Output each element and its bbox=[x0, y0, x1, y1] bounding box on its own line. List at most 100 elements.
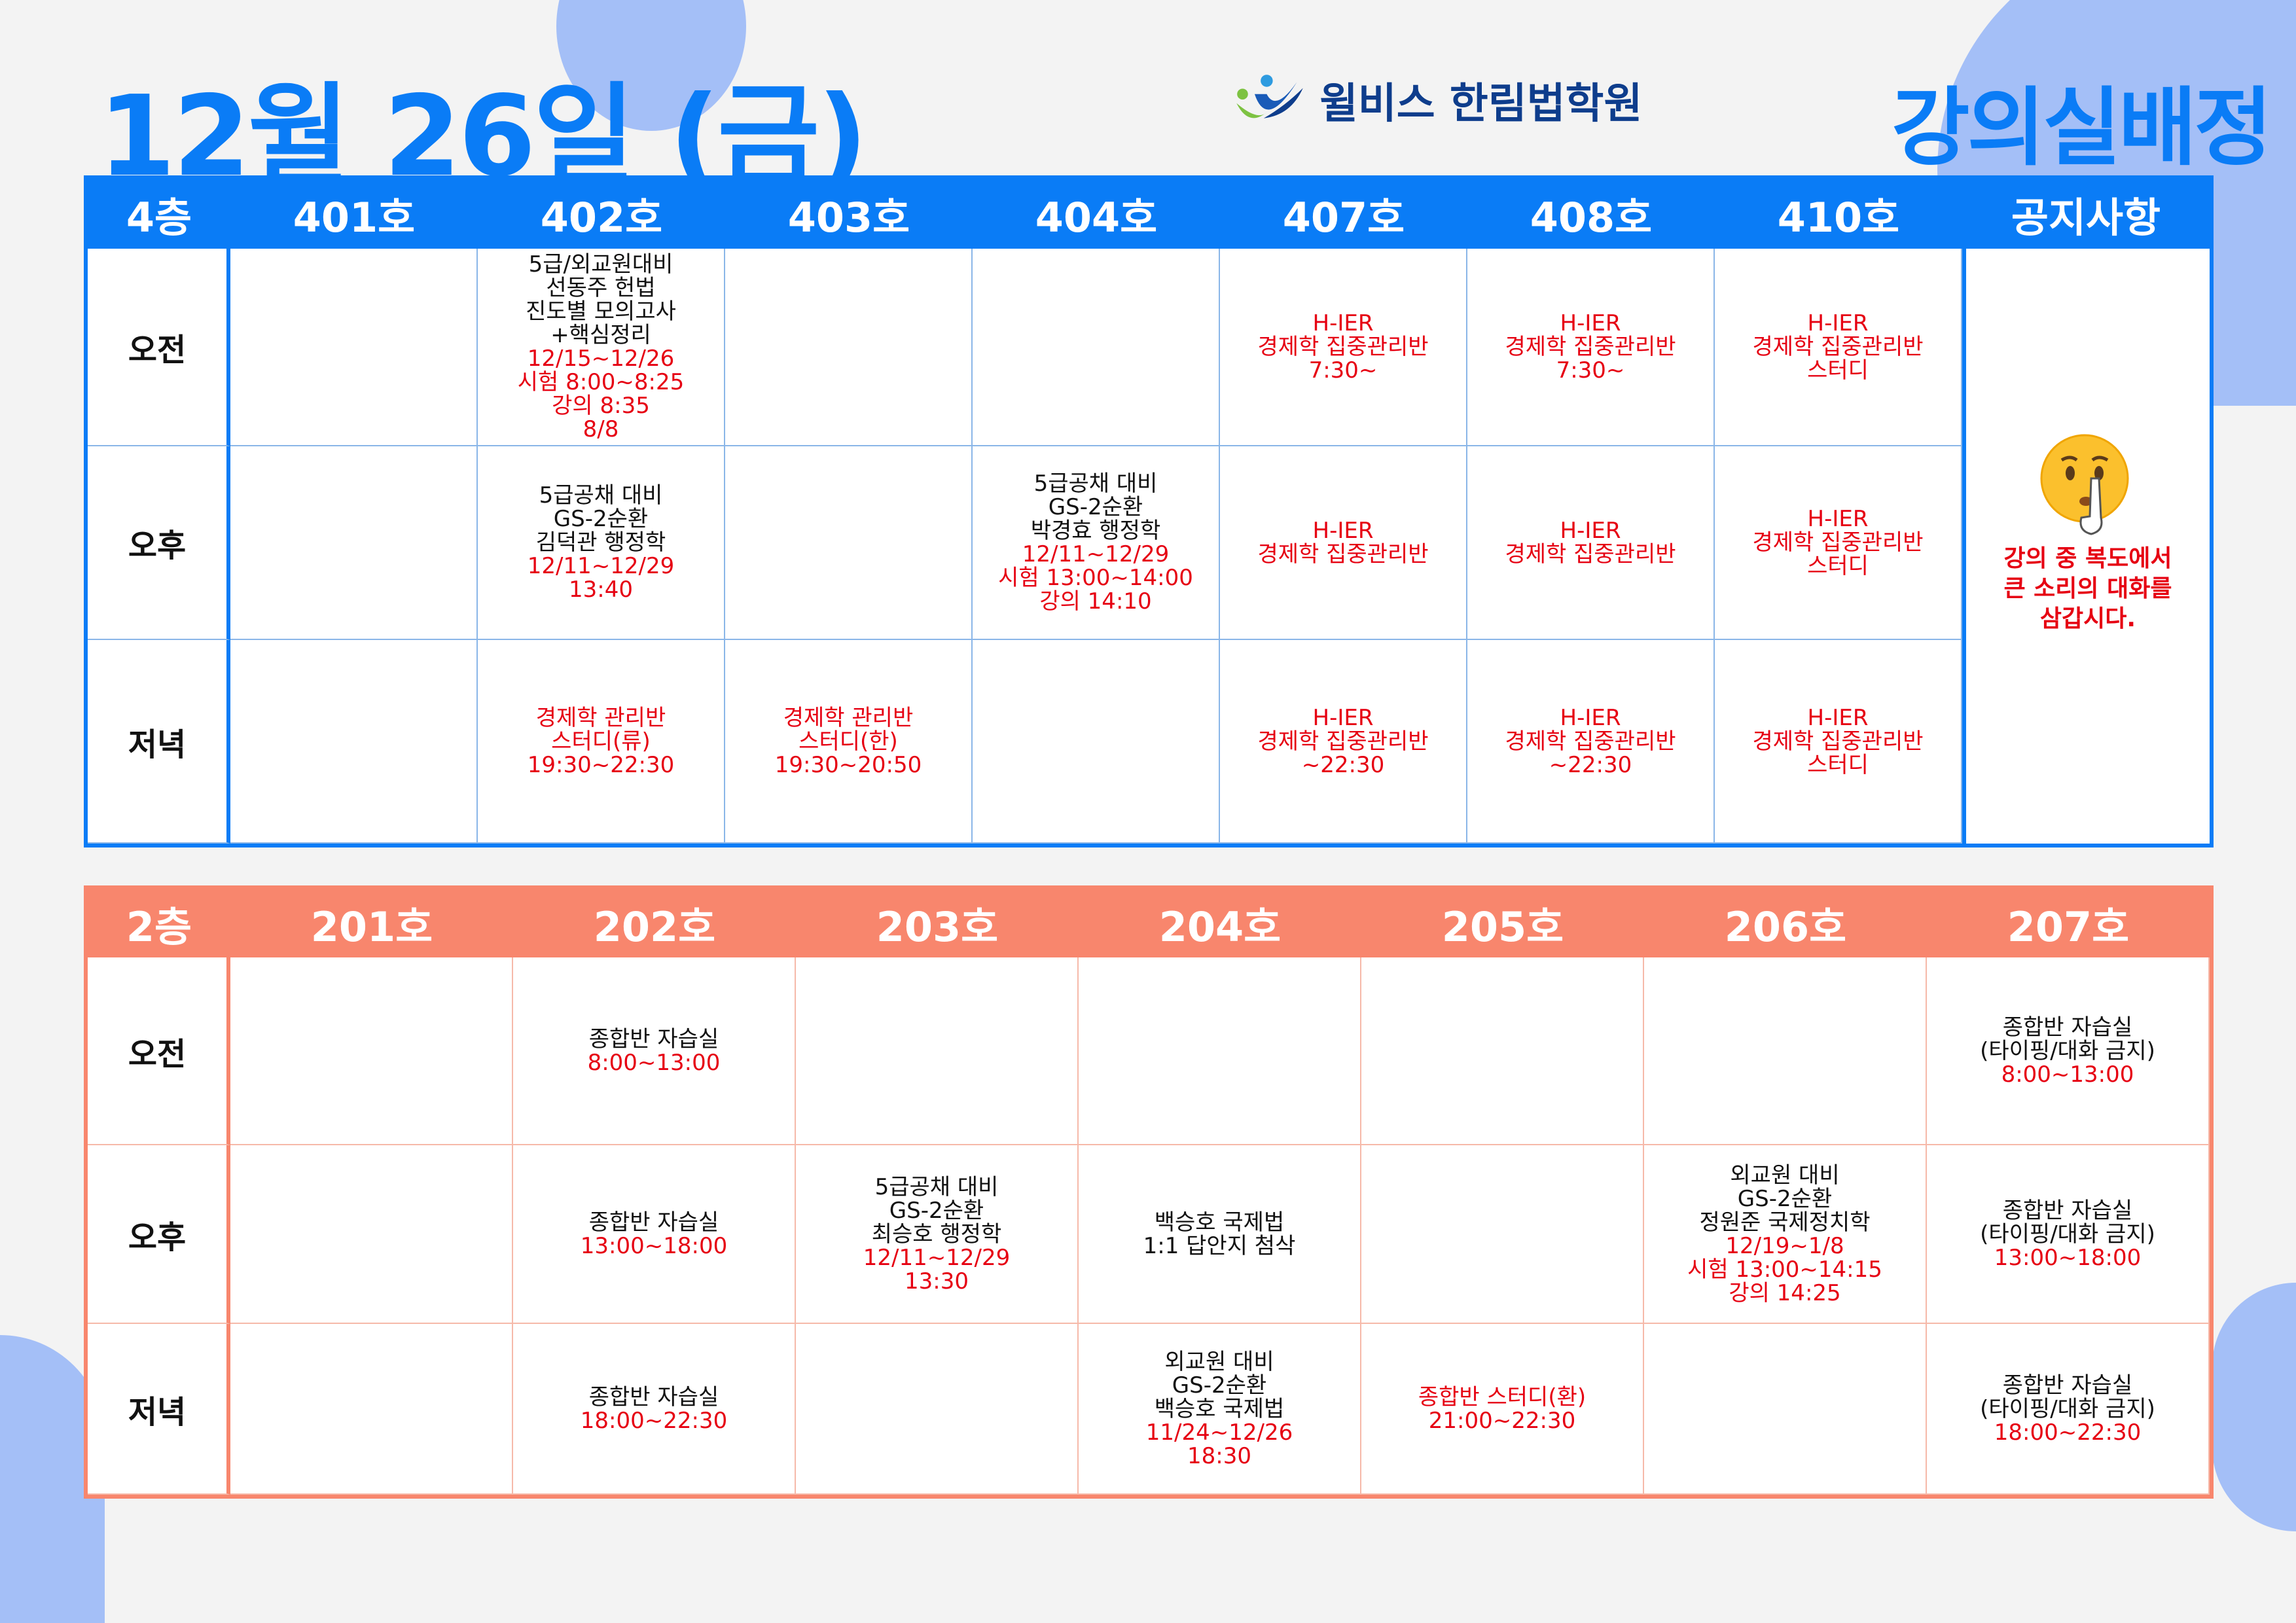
schedule-cell: 경제학 관리반 스터디(류) 19:30~22:30 bbox=[478, 640, 725, 844]
cell-line: 스터디 bbox=[1807, 357, 1869, 383]
cell-line: 최승호 행정학 bbox=[871, 1221, 1002, 1247]
cell-line: 12/15~12/26 bbox=[527, 346, 675, 372]
schedule-cell bbox=[1361, 957, 1644, 1145]
cell-line: 종합반 자습실 bbox=[2002, 1014, 2133, 1041]
schedule-cell: H-IER 경제학 집중관리반 bbox=[1220, 446, 1467, 640]
cell-line: 12/11~12/29 bbox=[527, 553, 675, 579]
room-header: 207호 bbox=[1927, 889, 2210, 957]
cell-line: 경제학 집중관리반 bbox=[1752, 334, 1924, 360]
schedule-cell: 5급/외교원대비 선동주 헌법 진도별 모의고사+핵심정리 12/15~12/26 시험… bbox=[478, 249, 725, 446]
cell-line: H-IER bbox=[1312, 518, 1374, 544]
cell-line: GS-2순환 bbox=[1172, 1372, 1267, 1399]
cell-line: H-IER bbox=[1807, 506, 1869, 532]
schedule-cell: H-IER 경제학 집중관리반 bbox=[1467, 446, 1715, 640]
cell-line: (타이핑/대화 금지) bbox=[1980, 1395, 2155, 1422]
room-header: 404호 bbox=[973, 179, 1220, 249]
cell-line: 스터디(한) bbox=[798, 728, 898, 755]
period-label: 오전 bbox=[88, 249, 230, 446]
period-label: 저녁 bbox=[88, 640, 230, 844]
notice-line: 삼갑시다. bbox=[2039, 605, 2136, 632]
schedule-cell: H-IER 경제학 집중관리반 7:30~ bbox=[1220, 249, 1467, 446]
schedule-cell: H-IER 경제학 집중관리반 7:30~ bbox=[1467, 249, 1715, 446]
floor-4-table: 4층 401호 402호 403호 404호 407호 408호 410호 공지사항 오전 5급/외… bbox=[84, 175, 2214, 847]
schedule-cell: 종합반 자습실 13:00~18:00 bbox=[513, 1145, 796, 1324]
cell-line: 19:30~22:30 bbox=[527, 751, 675, 778]
cell-line: 13:40 bbox=[569, 577, 633, 603]
cell-line: 선동주 헌법 bbox=[546, 275, 656, 301]
room-header: 401호 bbox=[230, 179, 478, 249]
cell-line: 경제학 집중관리반 bbox=[1505, 334, 1676, 360]
schedule-cell bbox=[725, 446, 973, 640]
room-header: 204호 bbox=[1079, 889, 1361, 957]
schedule-cell: 외교원 대비 GS-2순환 정원준 국제정치학 12/19~1/8 시험 13:00~1… bbox=[1644, 1145, 1927, 1324]
schedule-cell bbox=[973, 640, 1220, 844]
cell-line: GS-2순환 bbox=[1048, 494, 1143, 520]
schedule-cell: H-IER 경제학 집중관리반 스터디 bbox=[1715, 249, 1962, 446]
cell-line: ~22:30 bbox=[1301, 751, 1385, 778]
cell-line: H-IER bbox=[1807, 310, 1869, 336]
cell-line: 1:1 답안지 첨삭 bbox=[1143, 1232, 1296, 1259]
cell-line: 5급공채 대비 bbox=[539, 482, 663, 508]
notice-line: 큰 소리의 대화를 bbox=[2003, 575, 2172, 602]
cell-line: H-IER bbox=[1807, 704, 1869, 731]
cell-line: 스터디 bbox=[1807, 553, 1869, 579]
cell-line: 18:30 bbox=[1187, 1442, 1251, 1469]
cell-line: 김덕관 행정학 bbox=[535, 529, 666, 556]
schedule-cell bbox=[796, 957, 1079, 1145]
schedule-cell: 종합반 자습실 (타이핑/대화 금지) 18:00~22:30 bbox=[1927, 1324, 2210, 1495]
schedule-cell bbox=[1361, 1145, 1644, 1324]
cell-line: H-IER bbox=[1560, 518, 1621, 544]
schedule-cell: 종합반 스터디(환) 21:00~22:30 bbox=[1361, 1324, 1644, 1495]
cell-line: ~22:30 bbox=[1549, 751, 1632, 778]
cell-line: 정원준 국제정치학 bbox=[1699, 1209, 1871, 1236]
schedule-cell: H-IER 경제학 집중관리반 스터디 bbox=[1715, 640, 1962, 844]
notice-line: 강의 중 복도에서 bbox=[2003, 544, 2172, 572]
cell-line: 시험 13:00~14:00 bbox=[998, 565, 1193, 591]
cell-line: GS-2순환 bbox=[889, 1197, 984, 1224]
room-header: 202호 bbox=[513, 889, 796, 957]
cell-line: 5급공채 대비 bbox=[874, 1173, 999, 1200]
cell-line: 경제학 집중관리반 bbox=[1752, 728, 1924, 755]
schedule-cell: 종합반 자습실 8:00~13:00 bbox=[513, 957, 796, 1145]
period-label: 오후 bbox=[88, 1145, 230, 1324]
cell-line: 종합반 자습실 bbox=[588, 1383, 719, 1410]
schedule-cell: 5급공채 대비 GS-2순환 최승호 행정학 12/11~12/29 13:30 bbox=[796, 1145, 1079, 1324]
cell-line: 경제학 집중관리반 bbox=[1752, 529, 1924, 556]
cell-line: 13:30 bbox=[905, 1268, 969, 1294]
schedule-cell bbox=[796, 1324, 1079, 1495]
floor-label: 2층 bbox=[88, 889, 230, 957]
cell-line: 종합반 자습실 bbox=[588, 1209, 719, 1236]
cell-line: 5급공채 대비 bbox=[1033, 471, 1158, 497]
cell-line: 강의 14:25 bbox=[1729, 1279, 1841, 1306]
cell-line: 종합반 자습실 bbox=[588, 1026, 719, 1052]
cell-line: 종합반 자습실 bbox=[2002, 1372, 2133, 1399]
room-header: 402호 bbox=[478, 179, 725, 249]
schedule-cell: 경제학 관리반 스터디(한) 19:30~20:50 bbox=[725, 640, 973, 844]
cell-line: 스터디(류) bbox=[551, 728, 651, 755]
cell-line: 시험 13:00~14:15 bbox=[1687, 1256, 1882, 1283]
room-header: 403호 bbox=[725, 179, 973, 249]
cell-line: 외교원 대비 bbox=[1730, 1162, 1840, 1188]
schedule-cell: 종합반 자습실 18:00~22:30 bbox=[513, 1324, 796, 1495]
cell-line: 8:00~13:00 bbox=[587, 1049, 721, 1076]
period-label: 오전 bbox=[88, 957, 230, 1145]
shushing-face-icon bbox=[2040, 434, 2129, 535]
cell-line: H-IER bbox=[1560, 310, 1621, 336]
room-header: 205호 bbox=[1361, 889, 1644, 957]
schedule-cell bbox=[1079, 957, 1361, 1145]
schedule-cell bbox=[230, 446, 478, 640]
schedule-cell: H-IER 경제학 집중관리반 스터디 bbox=[1715, 446, 1962, 640]
heading: 강의실배정 bbox=[1891, 78, 2272, 177]
room-header: 201호 bbox=[230, 889, 513, 957]
cell-line: 경제학 집중관리반 bbox=[1257, 334, 1429, 360]
cell-line: 경제학 관리반 bbox=[783, 704, 914, 731]
cell-line: 21:00~22:30 bbox=[1428, 1407, 1576, 1434]
schedule-cell: 종합반 자습실 (타이핑/대화 금지) 8:00~13:00 bbox=[1927, 957, 2210, 1145]
cell-line: 18:00~22:30 bbox=[1994, 1419, 2142, 1446]
room-header: 407호 bbox=[1220, 179, 1467, 249]
cell-line: 백승호 국제법 bbox=[1154, 1395, 1285, 1422]
cell-line: 11/24~12/26 bbox=[1145, 1419, 1293, 1446]
cell-line: 종합반 자습실 bbox=[2002, 1197, 2133, 1224]
room-header: 408호 bbox=[1467, 179, 1715, 249]
cell-line: 8:00~13:00 bbox=[2001, 1061, 2134, 1088]
